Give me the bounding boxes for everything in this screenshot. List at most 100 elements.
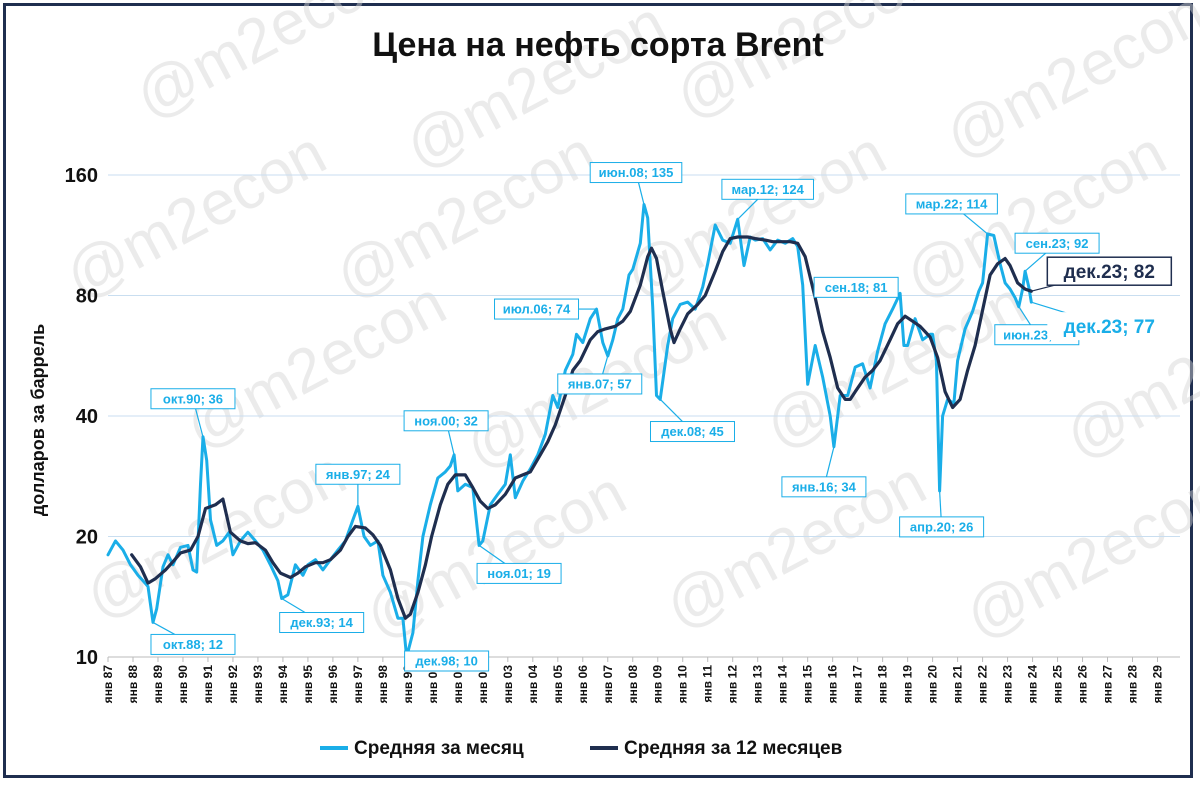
x-tick-label: янв 97 [351, 665, 365, 704]
annotation-box [781, 476, 867, 498]
x-tick-label: янв 01 [451, 665, 465, 704]
annotation-box [813, 276, 899, 298]
annotation-box [1046, 256, 1173, 286]
annotation: апр.20; 26 [899, 490, 985, 538]
x-tick-label: янв 91 [201, 665, 215, 704]
x-tick-label: янв 26 [1076, 665, 1090, 704]
annotation: мар.22; 114 [905, 193, 998, 235]
annotation: июл.06; 74 [494, 298, 597, 320]
x-tick-label: янв 88 [126, 665, 140, 704]
annotation-box [721, 178, 815, 200]
x-tick-label: янв 10 [676, 665, 690, 704]
watermark-text: @m2econ [354, 458, 637, 652]
annotation-label: июл.06; 74 [503, 302, 571, 317]
annotation-box [404, 650, 490, 672]
annotation-label: окт.90; 36 [163, 391, 223, 406]
chart-title: Цена на нефть сорта Brent [372, 26, 823, 64]
annotation-box [476, 562, 562, 584]
x-tick-label: янв 96 [326, 665, 340, 704]
watermark-text: @m2econ [954, 458, 1200, 652]
annotation-label: дек.08; 45 [661, 424, 723, 439]
watermark-text: @m2econ [174, 268, 457, 462]
x-tick-label: янв 15 [801, 665, 815, 704]
x-tick-label: янв 90 [176, 665, 190, 704]
x-tick-label: янв 08 [626, 665, 640, 704]
annotation-label: дек.23; 82 [1064, 262, 1155, 283]
x-tick-label: янв 18 [876, 665, 890, 704]
x-axis-ticks: янв 87 янв 88 янв 89 янв 90 янв 91 янв 92 янв … [101, 657, 1165, 703]
x-tick-label: янв 27 [1101, 665, 1115, 704]
annotation-box [557, 373, 643, 395]
watermark-text: @m2econ [54, 118, 337, 312]
annotation: окт.90; 36 [150, 388, 236, 437]
annotation-box [1014, 232, 1100, 254]
annotation-label: июн.08; 135 [599, 165, 674, 180]
annotation-label: дек.98; 10 [415, 654, 477, 669]
y-axis-label: долларов за баррель [28, 324, 48, 516]
x-tick-label: янв 87 [101, 665, 115, 704]
annotation-box [403, 410, 489, 432]
annotation-box [899, 516, 985, 538]
annotation: июн.08; 135 [589, 162, 683, 205]
watermark-text: @m2econ [1054, 278, 1200, 472]
watermark-text: @m2econ [664, 0, 947, 132]
annotation: окт.88; 12 [150, 621, 236, 655]
watermark-text: @m2econ [124, 0, 407, 132]
annotation-label: ноя.00; 32 [414, 413, 478, 428]
x-tick-label: янв 16 [826, 665, 840, 704]
y-axis-ticks: 10 20 40 80 160 [65, 165, 98, 669]
x-tick-label: янв 24 [1026, 665, 1040, 704]
annotation-box [315, 463, 401, 485]
x-tick-label: янв 92 [226, 665, 240, 704]
annotation-label: окт.88; 12 [163, 637, 223, 652]
annotation: мар.12; 124 [721, 178, 815, 220]
annotation-label: сен.18; 81 [825, 280, 888, 295]
x-tick-label: янв 06 [576, 665, 590, 704]
annotation-label: янв.16; 34 [792, 480, 857, 495]
annotation: янв.07; 57 [557, 355, 643, 395]
annotation-box [494, 298, 580, 320]
legend-label: Средняя за месяц [354, 738, 524, 759]
annotation-label: янв.07; 57 [568, 377, 632, 392]
annotation-box [150, 633, 236, 655]
x-tick-label: янв 99 [401, 665, 415, 704]
annotation-label: апр.20; 26 [910, 520, 974, 535]
annotation: дек.98; 10 [404, 650, 490, 672]
x-tick-label: янв 11 [701, 665, 715, 703]
annotation-layer: окт.88; 12 окт.90; 36 дек.93; 14 янв.97; 24… [150, 162, 1173, 672]
annotation: дек.93; 14 [279, 597, 365, 634]
x-tick-label: янв 13 [751, 665, 765, 704]
x-tick-label: янв 19 [901, 665, 915, 704]
annotation-label: мар.12; 124 [732, 182, 805, 197]
annotation: сен.18; 81 [813, 276, 901, 298]
watermark-text: @m2econ [934, 0, 1200, 172]
x-tick-label: янв 05 [551, 665, 565, 704]
annotation: янв.97; 24 [315, 463, 401, 507]
x-tick-label: янв 14 [776, 665, 790, 704]
legend-label: Средняя за 12 месяцев [624, 738, 842, 759]
series-layer [106, 203, 1033, 659]
x-tick-label: янв 89 [151, 665, 165, 704]
x-tick-label: янв 93 [251, 665, 265, 704]
y-tick-label: 20 [76, 527, 98, 549]
annotation-label: сен.23; 92 [1026, 236, 1089, 251]
annotation-box [1047, 312, 1172, 341]
series-line-monthly [106, 203, 1033, 659]
x-tick-label: янв 98 [376, 665, 390, 704]
x-tick-label: янв 03 [501, 665, 515, 704]
x-tick-label: янв 94 [276, 665, 290, 704]
annotation-label: дек.23; 77 [1064, 317, 1155, 338]
x-tick-label: янв 12 [726, 665, 740, 704]
annotation: ноя.00; 32 [403, 410, 489, 455]
annotation: янв.16; 34 [781, 446, 867, 498]
x-tick-label: янв 17 [851, 665, 865, 704]
annotation-box [279, 612, 365, 634]
annotation-box [589, 162, 683, 184]
x-tick-label: янв 25 [1051, 665, 1065, 704]
x-tick-label: янв 22 [976, 665, 990, 704]
y-tick-label: 80 [76, 286, 98, 308]
annotation: ноя.01; 19 [476, 544, 562, 584]
x-tick-label: янв 09 [651, 665, 665, 704]
series-line-12m [130, 235, 1033, 620]
y-tick-label: 10 [76, 647, 98, 669]
